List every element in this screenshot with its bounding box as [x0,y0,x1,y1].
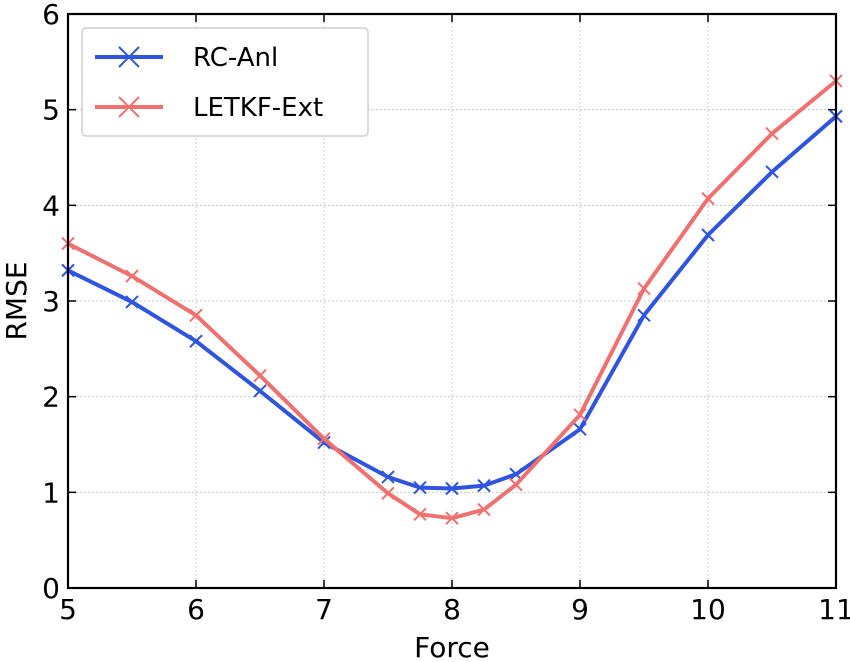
data-point-rc-anl [381,470,395,484]
data-point-letkf-ext [509,477,523,492]
data-point-rc-anl [445,481,459,496]
data-point-letkf-ext [413,507,427,522]
data-point-rc-anl [477,478,491,493]
y-tick-label: 1 [42,476,60,509]
data-point-letkf-ext [573,408,587,422]
data-point-rc-anl [253,384,267,398]
x-tick-label: 11 [818,593,850,626]
data-point-letkf-ext [765,126,779,141]
legend-label: LETKF-Ext [193,93,323,123]
data-point-letkf-ext [477,502,491,517]
data-point-letkf-ext [317,432,331,446]
data-point-rc-anl [189,334,203,348]
data-point-letkf-ext [701,191,715,206]
x-tick-label: 7 [315,593,333,626]
data-point-letkf-ext [445,511,459,525]
x-axis-label: Force [414,631,490,662]
y-tick-label: 0 [42,572,60,605]
y-tick-label: 4 [42,189,60,222]
data-point-rc-anl [637,308,651,323]
y-tick-label: 6 [42,0,60,31]
x-tick-label: 10 [690,593,726,626]
data-point-rc-anl [573,422,587,436]
data-point-rc-anl [125,295,139,309]
legend-entry-rc-anl: RC-Anl [95,43,278,73]
data-point-rc-anl [413,480,427,495]
data-point-letkf-ext [381,486,395,500]
data-point-letkf-ext [125,269,139,283]
ticks: 5 6 7 8 9 10 11 0 1 2 3 4 5 6 [42,0,850,626]
y-tick-label: 5 [42,94,60,127]
legend: RC-Anl LETKF-Ext [81,27,369,137]
data-point-letkf-ext [253,368,267,383]
legend-label: RC-Anl [193,43,278,73]
data-point-rc-anl [765,165,779,179]
y-tick-label: 2 [42,381,60,414]
x-tick-label: 8 [443,593,461,626]
data-point-letkf-ext [189,308,203,323]
x-tick-label: 5 [59,593,77,626]
data-point-rc-anl [701,228,715,242]
y-tick-label: 3 [42,285,60,318]
legend-entry-letkf-ext: LETKF-Ext [95,93,323,123]
data-point-letkf-ext [637,281,651,296]
x-tick-label: 6 [187,593,205,626]
x-tick-label: 9 [571,593,589,626]
y-axis-label: RMSE [0,261,33,340]
data-point-rc-anl [317,435,331,450]
